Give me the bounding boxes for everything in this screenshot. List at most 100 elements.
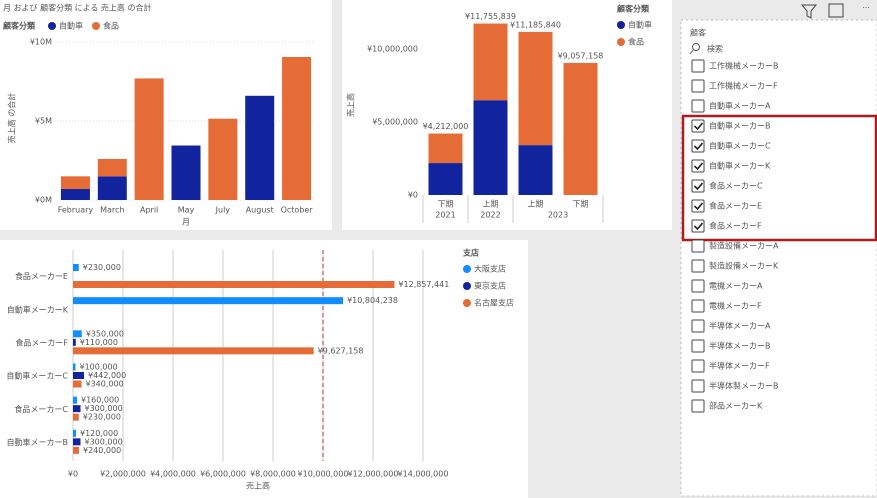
x-tick-label: April: [140, 206, 158, 215]
checkmark[interactable]: [693, 122, 704, 131]
bar: [73, 380, 82, 388]
bar: [73, 264, 79, 271]
checkbox[interactable]: [691, 399, 705, 413]
x-tick-label: ¥4,000,000: [150, 470, 196, 479]
legend-marker: [92, 22, 100, 30]
legend-label: 名古屋支店: [474, 298, 514, 308]
checkbox[interactable]: [691, 79, 705, 93]
chart-title: 月 および 顧客分類 による 売上高 の合計: [3, 3, 151, 13]
x-tick-label: ¥6,000,000: [200, 470, 246, 479]
slicer-item[interactable]: 自動車メーカーK: [709, 161, 771, 171]
checkmark[interactable]: [693, 142, 704, 151]
y-tick-label: 食品メーカーF: [15, 337, 68, 347]
more-icon[interactable]: ···: [862, 4, 870, 13]
checkbox[interactable]: [691, 379, 705, 393]
checkbox[interactable]: [691, 99, 705, 113]
filter-icon[interactable]: [800, 4, 818, 19]
slicer-item[interactable]: 自動車メーカーC: [709, 141, 771, 151]
y-tick-label: ¥5,000,000: [372, 118, 418, 127]
checkbox[interactable]: [691, 59, 705, 73]
data-label: ¥230,000: [83, 263, 121, 272]
data-label: ¥160,000: [81, 396, 119, 405]
bar-segment: [473, 100, 508, 195]
search-box[interactable]: 検索: [707, 44, 723, 54]
checkbox[interactable]: [691, 339, 705, 353]
slicer-panel: [680, 19, 877, 497]
checkbox[interactable]: [691, 159, 705, 173]
slicer-item[interactable]: 部品メーカーK: [709, 401, 763, 411]
x-group-label: 2023: [548, 211, 568, 220]
data-label: ¥300,000: [85, 404, 123, 413]
legend-marker: [617, 21, 625, 29]
bar-segment: [563, 62, 598, 196]
slicer-item[interactable]: 食品メーカーC: [709, 181, 763, 191]
checkmark[interactable]: [693, 182, 704, 191]
checkbox[interactable]: [691, 319, 705, 333]
legend-label: 食品: [103, 21, 119, 31]
bar-segment: [171, 145, 201, 200]
bar: [73, 338, 76, 346]
bar: [73, 429, 76, 437]
focus-icon[interactable]: [828, 3, 844, 18]
slicer-item[interactable]: 半導体メーカーB: [709, 341, 771, 351]
data-label: ¥120,000: [80, 429, 118, 438]
bar-segment: [473, 23, 508, 101]
slicer-item[interactable]: 半導体メーカーA: [709, 321, 771, 331]
slicer-item[interactable]: 製造設備メーカーK: [709, 261, 779, 271]
data-label: ¥442,000: [88, 371, 126, 380]
slicer-item[interactable]: 半導体製メーカーB: [709, 381, 779, 391]
checkbox[interactable]: [691, 219, 705, 233]
checkbox[interactable]: [691, 359, 705, 373]
slicer-item[interactable]: 電機メーカーF: [709, 301, 762, 311]
slicer-item[interactable]: 電機メーカーA: [709, 281, 763, 291]
bar-segment: [245, 95, 275, 200]
checkbox[interactable]: [691, 239, 705, 253]
legend-label: 自動車: [59, 21, 83, 31]
checkmark[interactable]: [693, 222, 704, 231]
data-label: ¥10,804,238: [347, 296, 398, 305]
x-tick-label: ¥8,000,000: [250, 470, 296, 479]
slicer-item[interactable]: 製造設備メーカーA: [709, 241, 779, 251]
slicer-item[interactable]: 食品メーカーF: [709, 221, 762, 231]
slicer-item[interactable]: 工作機械メーカーB: [709, 61, 779, 71]
chart-panel: [0, 0, 332, 230]
bar: [73, 405, 81, 413]
slicer-item[interactable]: 自動車メーカーA: [709, 101, 771, 111]
legend-label: 東京支店: [474, 281, 506, 291]
x-tick-label: ¥0: [68, 470, 78, 479]
checkbox[interactable]: [691, 119, 705, 133]
slicer-item[interactable]: 工作機械メーカーF: [709, 81, 778, 91]
checkbox[interactable]: [691, 199, 705, 213]
bar-segment: [208, 118, 238, 200]
total-label: ¥9,057,158: [558, 51, 604, 60]
bar-segment: [428, 163, 463, 195]
visual-header[interactable]: ···: [800, 3, 870, 19]
bar-segment: [97, 158, 127, 177]
legend-marker: [463, 299, 471, 307]
y-tick-label: ¥0: [408, 191, 418, 200]
x-tick-label: May: [178, 206, 195, 215]
data-label: ¥110,000: [80, 338, 118, 347]
legend-title: 顧客分類: [617, 4, 650, 14]
checkbox[interactable]: [691, 279, 705, 293]
slicer-item[interactable]: 自動車メーカーB: [709, 121, 771, 131]
checkbox[interactable]: [691, 259, 705, 273]
bar: [73, 372, 85, 379]
slicer-item[interactable]: 半導体メーカーF: [709, 361, 770, 371]
checkbox[interactable]: [691, 139, 705, 153]
slicer-item[interactable]: 食品メーカーE: [709, 201, 762, 211]
checkmark[interactable]: [693, 202, 704, 211]
bar-segment: [60, 176, 90, 189]
checkmark[interactable]: [693, 162, 704, 171]
legend-title: 顧客分類: [3, 21, 36, 31]
slicer-title: 顧客: [690, 28, 706, 38]
checkbox[interactable]: [691, 179, 705, 193]
bar: [73, 363, 76, 371]
x-tick-label: 下期: [573, 200, 589, 209]
data-label: ¥350,000: [86, 329, 124, 338]
y-tick-label: ¥10M: [30, 38, 52, 47]
checkbox[interactable]: [691, 299, 705, 313]
bar: [73, 413, 79, 421]
data-label: ¥100,000: [80, 363, 118, 372]
